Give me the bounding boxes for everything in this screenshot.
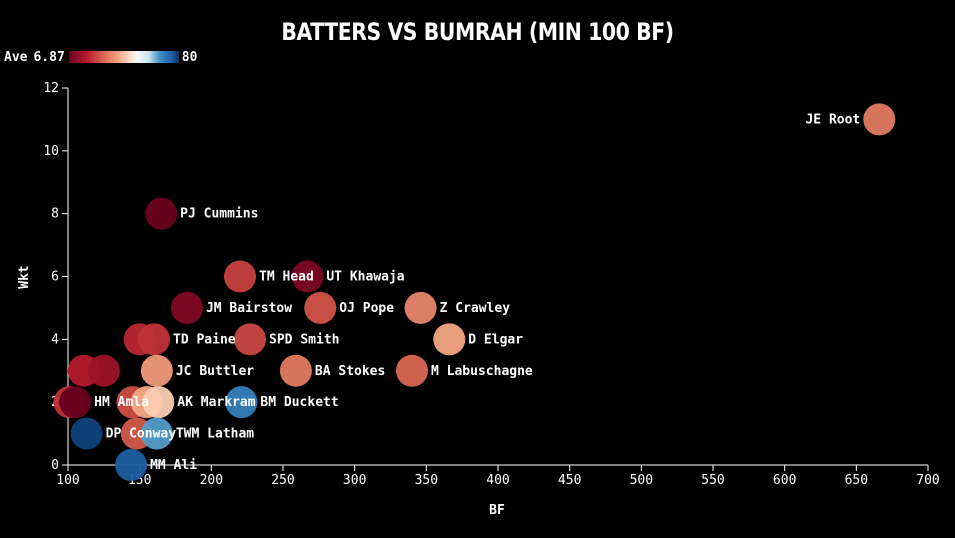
data-point (70, 417, 103, 450)
x-tick-label: 400 (486, 473, 509, 488)
data-point (291, 260, 324, 293)
point-label: TD Paine (173, 332, 236, 347)
data-point (59, 386, 92, 419)
data-point (279, 354, 312, 387)
axes: 100 150 200 250 300 350 400 450 500 550 600 650 7000… (43, 81, 939, 488)
data-point (433, 323, 466, 356)
point-label: TM Head (259, 270, 314, 285)
data-point (404, 291, 437, 324)
x-tick-label: 450 (558, 473, 581, 488)
x-tick-label: 700 (916, 473, 939, 488)
y-tick-label: 10 (43, 144, 59, 159)
legend-label: Ave (4, 49, 28, 65)
point-label: DP Conway (106, 427, 177, 442)
data-point (304, 291, 337, 324)
x-tick-label: 300 (343, 473, 366, 488)
y-tick-label: 8 (51, 207, 59, 222)
legend-max-value: 80 (181, 49, 198, 65)
points-layer (53, 103, 896, 481)
x-tick-label: 250 (271, 473, 294, 488)
point-label: HM Amla (94, 395, 149, 410)
labels-layer: HM Amla DP Conway AK Markram TWM Latham TD P… (94, 112, 860, 473)
x-tick-label: 650 (845, 473, 868, 488)
legend-gradient-bar (68, 51, 179, 63)
y-tick-label: 12 (43, 81, 59, 96)
x-tick-label: 350 (415, 473, 438, 488)
point-label: PJ Cummins (180, 207, 258, 222)
point-label: M Labuschagne (431, 364, 533, 379)
data-point (225, 386, 258, 419)
point-label: UT Khawaja (326, 270, 404, 285)
point-label: AK Markram (177, 395, 255, 410)
data-point (140, 354, 173, 387)
data-point (396, 354, 428, 387)
point-label: JE Root (805, 112, 860, 127)
y-axis-title: Wkt (17, 265, 32, 288)
data-point (87, 354, 120, 387)
x-tick-label: 500 (630, 473, 653, 488)
data-point (234, 323, 267, 356)
data-point (115, 449, 148, 481)
x-tick-label: 200 (200, 473, 223, 488)
y-tick-label: 6 (51, 270, 59, 285)
x-axis-title: BF (489, 503, 505, 518)
data-point (863, 103, 896, 136)
y-tick-label: 0 (51, 458, 59, 473)
legend-min-value: 6.87 (33, 49, 65, 65)
chart-title: BATTERS VS BUMRAH (MIN 100 BF) (281, 18, 674, 46)
point-label: D Elgar (468, 332, 523, 347)
data-point (145, 197, 178, 230)
point-label: MM Ali (150, 458, 197, 473)
data-point (142, 386, 175, 419)
color-legend: Ave 6.87 80 (4, 48, 197, 66)
point-label: Z Crawley (440, 301, 511, 316)
point-label: JM Bairstow (206, 301, 292, 316)
data-point (140, 417, 173, 450)
data-point (224, 260, 256, 293)
point-label: JC Buttler (176, 364, 254, 379)
point-label: OJ Pope (339, 301, 394, 316)
x-tick-label: 550 (701, 473, 724, 488)
x-tick-label: 100 (56, 473, 79, 488)
x-tick-label: 600 (773, 473, 796, 488)
point-label: SPD Smith (269, 332, 339, 347)
data-point (170, 291, 203, 324)
point-label: TWM Latham (176, 427, 254, 442)
data-point (138, 323, 170, 356)
point-label: BA Stokes (315, 364, 385, 379)
y-tick-label: 4 (51, 332, 59, 347)
point-label: BM Duckett (260, 395, 338, 410)
